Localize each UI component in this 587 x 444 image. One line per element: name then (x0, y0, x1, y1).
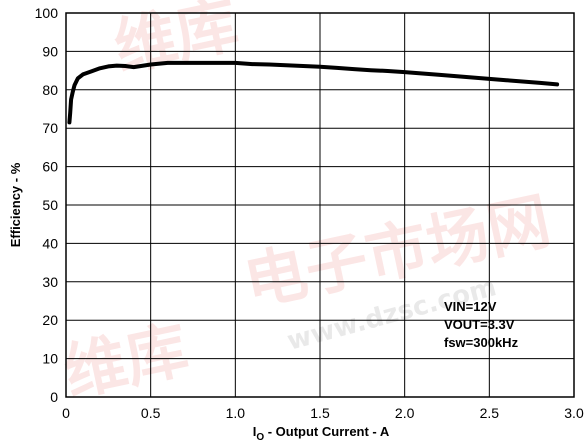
y-tick-label: 80 (42, 82, 58, 98)
x-tick-label: 0.5 (141, 405, 161, 421)
series-layer (67, 60, 560, 125)
y-tick-label: 40 (42, 235, 58, 251)
y-tick-label: 50 (42, 197, 58, 213)
y-tick-label: 10 (42, 351, 58, 367)
x-tick-label: 1.5 (310, 405, 330, 421)
y-tick-label: 30 (42, 274, 58, 290)
y-tick-label: 60 (42, 159, 58, 175)
x-axis-ticks: 0 0.5 1.0 1.5 2.0 2.5 3.0 (62, 405, 584, 421)
x-axis-title-rest: - Output Current - A (264, 424, 390, 439)
x-axis-title: IO - Output Current - A (253, 424, 390, 443)
x-tick-label: 0 (62, 405, 70, 421)
x-tick-label: 3.0 (564, 405, 584, 421)
svg-text:维库: 维库 (58, 312, 194, 409)
y-tick-label: 0 (50, 389, 58, 405)
y-tick-label: 20 (42, 312, 58, 328)
y-tick-label: 100 (35, 5, 59, 21)
x-axis-title-subscript: O (256, 432, 264, 443)
x-tick-label: 2.0 (395, 405, 415, 421)
y-axis-title: Efficiency - % (8, 162, 23, 247)
y-tick-label: 70 (42, 120, 58, 136)
x-tick-label: 1.0 (226, 405, 246, 421)
annotation-fsw: fsw=300kHz (444, 335, 519, 350)
annotation-vin: VIN=12V (444, 299, 497, 314)
y-axis-ticks: 0 10 20 30 40 50 60 70 80 90 100 (35, 5, 59, 405)
y-tick-label: 90 (42, 43, 58, 59)
plot-frame (65, 12, 575, 398)
x-tick-label: 2.5 (480, 405, 500, 421)
condition-annotations: VIN=12V VOUT=3.3V fsw=300kHz (444, 299, 519, 350)
x-axis-title-main: I (253, 424, 257, 439)
annotation-vout: VOUT=3.3V (444, 317, 515, 332)
efficiency-curve-0 (67, 60, 560, 125)
plot-border (65, 12, 575, 398)
